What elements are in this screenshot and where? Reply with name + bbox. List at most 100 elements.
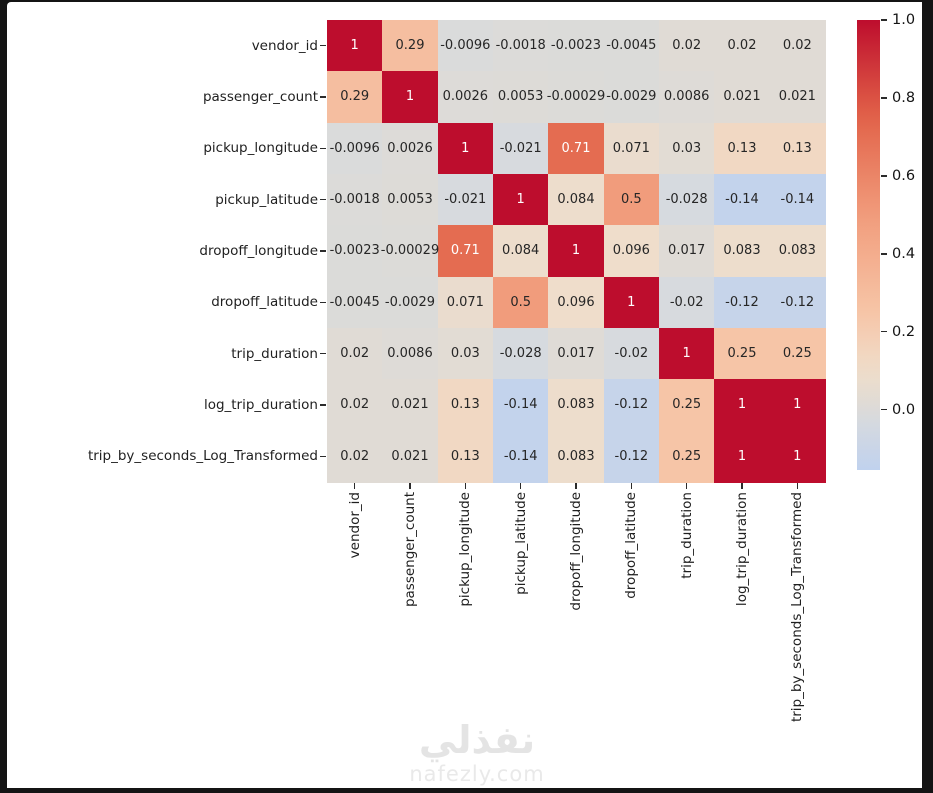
heatmap-cell bbox=[327, 122, 383, 175]
heatmap-cell bbox=[603, 20, 660, 72]
heatmap-cell bbox=[327, 430, 383, 483]
x-tick-mark bbox=[464, 483, 467, 489]
heatmap-cell-value: -0.0018 bbox=[329, 192, 380, 208]
heatmap-cell bbox=[659, 430, 715, 483]
heatmap-cell-value: -0.0045 bbox=[329, 294, 380, 310]
heatmap-cell-value: -0.0018 bbox=[495, 38, 546, 54]
heatmap-cell-value: 0.02 bbox=[727, 38, 757, 54]
heatmap-cell bbox=[769, 430, 826, 483]
colorbar-tick-mark bbox=[881, 408, 887, 411]
heatmap-cell bbox=[603, 225, 660, 278]
col-label-dropoff_longitude: dropoff_longitude bbox=[568, 492, 584, 611]
heatmap-cell bbox=[548, 276, 605, 329]
heatmap-cell-value: -0.02 bbox=[669, 294, 704, 310]
heatmap-cell-value: 0.084 bbox=[557, 192, 595, 208]
col-label-pickup_longitude: pickup_longitude bbox=[457, 492, 474, 607]
heatmap-cell bbox=[493, 328, 549, 380]
colorbar-tick-mark bbox=[881, 175, 887, 177]
heatmap-cell bbox=[603, 328, 660, 380]
colorbar-tick-mark bbox=[881, 330, 887, 333]
row-label-pickup_latitude: pickup_latitude bbox=[215, 191, 318, 208]
row-label-pickup_longitude: pickup_longitude bbox=[203, 140, 318, 157]
heatmap-cell bbox=[382, 328, 439, 380]
heatmap-cell-value: 0.25 bbox=[672, 448, 702, 464]
y-tick-mark bbox=[320, 44, 326, 47]
heatmap-cell bbox=[382, 276, 439, 329]
heatmap-cell-value: 1 bbox=[627, 294, 636, 310]
heatmap-cell bbox=[714, 20, 771, 72]
heatmap-cell-value: -0.0045 bbox=[606, 38, 657, 54]
col-label-trip_by_seconds_Log_Transformed: trip_by_seconds_Log_Transformed bbox=[789, 492, 806, 723]
heatmap-cell bbox=[548, 379, 605, 432]
colorbar-tick-mark bbox=[881, 253, 887, 255]
colorbar-tick-label: 0.4 bbox=[892, 245, 916, 262]
heatmap-cell-value: 0.084 bbox=[502, 243, 540, 259]
heatmap-cell-value: 1 bbox=[405, 89, 415, 105]
heatmap-cell-value: 0.02 bbox=[782, 38, 812, 54]
heatmap-cell bbox=[382, 71, 439, 124]
heatmap-cell bbox=[327, 276, 383, 329]
heatmap-cell-value: -0.14 bbox=[503, 397, 538, 413]
heatmap-cell-value: 0.071 bbox=[446, 294, 484, 310]
heatmap-cell-value: 1 bbox=[461, 140, 470, 156]
y-tick-mark bbox=[320, 352, 326, 355]
heatmap-cell-value: -0.0023 bbox=[550, 38, 602, 54]
heatmap-cell-value: 0.02 bbox=[340, 397, 370, 413]
watermark: نفذلي nafezly.com bbox=[347, 718, 607, 786]
heatmap-cell bbox=[548, 174, 605, 226]
row-label-dropoff_longitude: dropoff_longitude bbox=[199, 243, 318, 259]
heatmap-cell bbox=[437, 276, 494, 329]
x-tick-mark bbox=[575, 483, 577, 489]
heatmap-cell-value: 0.13 bbox=[450, 397, 480, 413]
heatmap-cell bbox=[659, 379, 715, 432]
heatmap-cell-value: 0.021 bbox=[778, 89, 816, 105]
y-tick-mark bbox=[320, 96, 326, 98]
heatmap-cell-value: 0.017 bbox=[557, 346, 595, 362]
heatmap-cell-value: 0.03 bbox=[450, 346, 480, 362]
heatmap-cell bbox=[382, 122, 439, 175]
colorbar-tick-label: 0.8 bbox=[892, 89, 916, 106]
heatmap-cell-value: 0.0086 bbox=[663, 89, 710, 105]
y-tick-mark bbox=[320, 198, 326, 201]
colorbar-tick-mark bbox=[881, 19, 887, 21]
heatmap-cell-value: 1 bbox=[737, 397, 747, 413]
heatmap-cell-value: 0.083 bbox=[723, 243, 761, 259]
heatmap-cell-value: 0.71 bbox=[561, 140, 591, 156]
heatmap-cell bbox=[437, 379, 494, 432]
heatmap-cell bbox=[437, 430, 494, 483]
heatmap-cell bbox=[548, 225, 605, 278]
colorbar-tick-label: 0.2 bbox=[892, 323, 916, 340]
heatmap-cell-value: 0.71 bbox=[450, 243, 480, 259]
heatmap-cell bbox=[659, 328, 715, 380]
row-label-trip_duration: trip_duration bbox=[231, 345, 318, 362]
heatmap-cell bbox=[437, 71, 494, 124]
heatmap-cell-value: 1 bbox=[350, 38, 359, 54]
heatmap-cell-value: 1 bbox=[516, 192, 525, 208]
heatmap-cell-value: 0.0086 bbox=[387, 346, 433, 362]
row-label-passenger_count: passenger_count bbox=[202, 89, 318, 105]
heatmap-cell-value: 1 bbox=[793, 448, 802, 464]
heatmap-cell bbox=[382, 20, 439, 72]
heatmap-cell-value: -0.0096 bbox=[329, 140, 380, 156]
row-label-trip_by_seconds_Log_Transformed: trip_by_seconds_Log_Transformed bbox=[87, 448, 318, 465]
col-label-trip_duration: trip_duration bbox=[678, 492, 695, 579]
heatmap-cell bbox=[603, 122, 660, 175]
heatmap-cell bbox=[548, 71, 605, 124]
heatmap-cell bbox=[714, 379, 771, 432]
heatmap-cell bbox=[714, 430, 771, 483]
heatmap-cell bbox=[769, 174, 826, 226]
heatmap-cell bbox=[493, 430, 549, 483]
heatmap-cell bbox=[327, 225, 383, 278]
heatmap-cell-value: -0.028 bbox=[499, 346, 542, 362]
heatmap-cell-value: 1 bbox=[571, 243, 581, 259]
heatmap-cell bbox=[548, 328, 605, 380]
heatmap-cell bbox=[437, 20, 494, 72]
heatmap-cell bbox=[659, 225, 715, 278]
heatmap-cell bbox=[603, 174, 660, 226]
heatmap-cell bbox=[437, 122, 494, 175]
col-label-log_trip_duration: log_trip_duration bbox=[734, 492, 750, 607]
heatmap-cell-value: 0.13 bbox=[727, 140, 757, 156]
heatmap-cell bbox=[714, 276, 771, 329]
heatmap-cell-value: -0.0023 bbox=[329, 243, 380, 259]
heatmap-cell bbox=[769, 122, 826, 175]
